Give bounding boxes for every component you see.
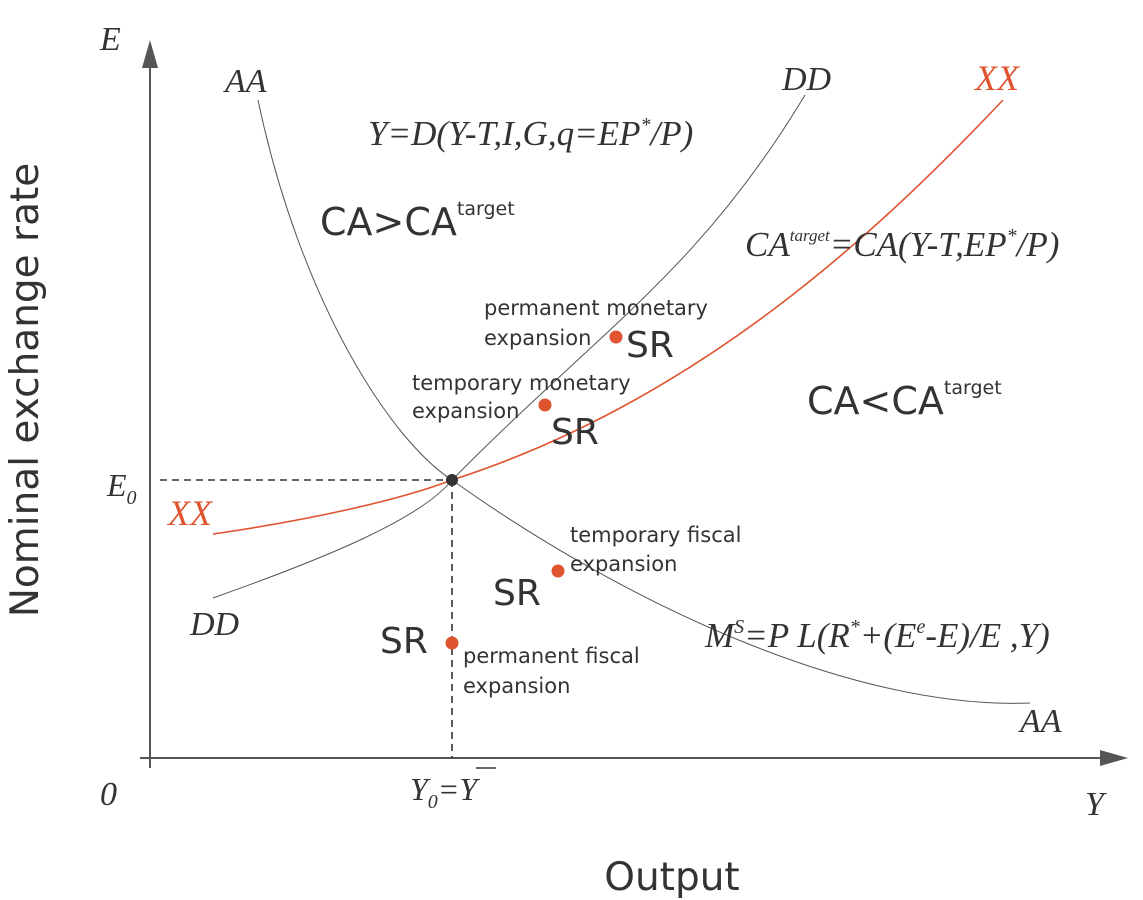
perm-fiscal-label-1: permanent fiscal <box>463 644 640 668</box>
aa-equation: MS=P L(R*+(Ee-E)/E ,Y) <box>704 616 1050 655</box>
temp-fiscal-label-2: expansion <box>570 552 677 576</box>
xx-left-label: XX <box>166 493 214 533</box>
origin-label: 0 <box>100 776 117 813</box>
perm-fiscal-label-2: expansion <box>463 674 570 698</box>
region-above-label: CA>CAtarget <box>320 198 515 244</box>
temp-fiscal-point <box>551 564 565 578</box>
xx-equation: CAtarget=CA(Y-T,EP*/P) <box>745 225 1059 264</box>
ybar-label: Y <box>459 771 480 807</box>
y0-label: Y0=Y <box>410 771 480 813</box>
temp-fiscal-label-1: temporary fiscal <box>570 523 741 547</box>
xx-curve <box>212 99 1004 535</box>
aa-bottom-label: AA <box>1018 703 1062 740</box>
e0-label: E0 <box>106 467 137 509</box>
perm-monetary-point <box>609 330 623 344</box>
temp-monetary-label-1: temporary monetary <box>412 371 631 395</box>
x-axis-title: Output <box>604 855 739 900</box>
perm-monetary-label-1: permanent monetary <box>484 296 708 320</box>
x-axis-symbol: Y <box>1085 786 1107 823</box>
y-axis-arrow <box>142 40 158 68</box>
temp-monetary-sr: SR <box>551 412 599 453</box>
dd-curve <box>212 94 806 599</box>
dd-top-label: DD <box>781 61 832 98</box>
perm-fiscal-point <box>445 636 459 650</box>
perm-monetary-label-2: expansion <box>484 326 591 350</box>
perm-fiscal-sr: SR <box>380 621 428 662</box>
x-axis-arrow <box>1100 750 1128 766</box>
dd-equation: Y=D(Y-T,I,G,q=EP*/P) <box>368 114 693 153</box>
perm-monetary-sr: SR <box>626 325 674 366</box>
aa-curve <box>257 99 1031 704</box>
xx-top-label: XX <box>973 58 1021 98</box>
temp-fiscal-sr: SR <box>493 573 541 614</box>
dd-bottom-label: DD <box>189 606 240 643</box>
temp-monetary-point <box>538 398 552 412</box>
equilibrium-point <box>446 474 458 486</box>
aa-top-label: AA <box>223 63 267 100</box>
region-below-label: CA<CAtarget <box>807 377 1002 423</box>
y-axis-title: Nominal exchange rate <box>3 163 48 618</box>
y-axis-symbol: E <box>99 21 121 58</box>
temp-monetary-label-2: expansion <box>412 399 519 423</box>
